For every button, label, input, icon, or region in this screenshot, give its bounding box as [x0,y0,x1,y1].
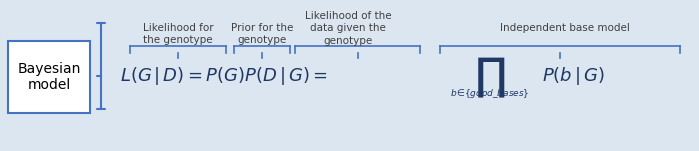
Text: Likelihood of the
data given the
genotype: Likelihood of the data given the genotyp… [305,11,391,46]
Text: $\prod$: $\prod$ [475,56,505,100]
Text: Bayesian
model: Bayesian model [17,62,80,92]
Text: $b\!\in\!\{good\_bases\}$: $b\!\in\!\{good\_bases\}$ [450,87,530,101]
Text: Independent base model: Independent base model [500,23,630,33]
Text: $L(G\,|\,D) = P(G)P(D\,|\,G) =$: $L(G\,|\,D) = P(G)P(D\,|\,G) =$ [120,65,328,87]
FancyBboxPatch shape [8,41,90,113]
Text: Likelihood for
the genotype: Likelihood for the genotype [143,23,213,45]
Text: $P(b\,|\,G)$: $P(b\,|\,G)$ [542,65,605,87]
Text: Prior for the
genotype: Prior for the genotype [231,23,293,45]
